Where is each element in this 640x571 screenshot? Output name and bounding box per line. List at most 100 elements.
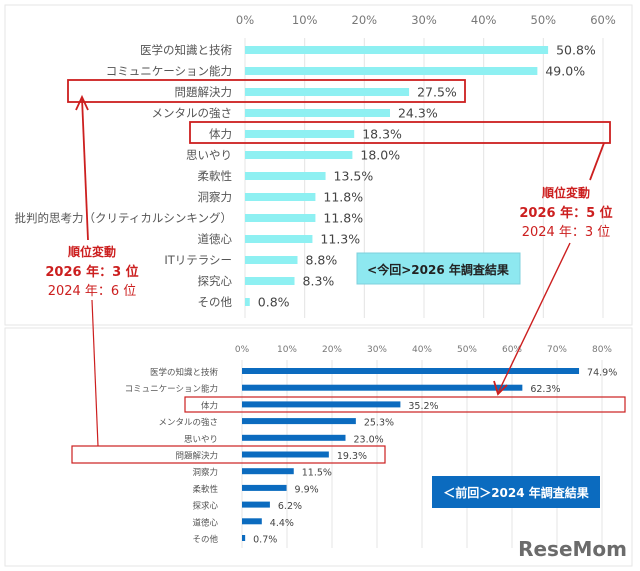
- category-label: 洞察力: [192, 467, 218, 478]
- annotation-right-line2: 2024 年：3 位: [522, 225, 611, 240]
- annotation-left: 順位変動 2026 年：3 位 2024 年：6 位: [45, 244, 138, 299]
- bar: [245, 277, 295, 285]
- data-label: 49.0%: [545, 64, 585, 79]
- arrow-right-lower: [497, 242, 571, 394]
- tick-label: 40%: [412, 345, 432, 355]
- tick-label: 10%: [277, 345, 297, 355]
- data-label: 35.2%: [408, 401, 438, 412]
- category-label: 医学の知識と技術: [140, 43, 232, 57]
- highlight-2026-problem-solving: [67, 79, 466, 103]
- legend-2026-box: [356, 252, 521, 285]
- category-label: 探究心: [198, 274, 233, 288]
- tick-label: 80%: [592, 345, 612, 355]
- bar: [242, 384, 523, 391]
- category-label: メンタルの強さ: [152, 106, 233, 120]
- category-label: 探求心: [192, 501, 218, 512]
- data-label: 4.4%: [270, 518, 294, 529]
- category-label: 問題解決力: [175, 451, 218, 462]
- data-label: 11.8%: [323, 190, 363, 205]
- data-label: 6.2%: [278, 501, 302, 512]
- highlight-2024-stamina: [184, 396, 626, 413]
- tick-label: 60%: [590, 13, 616, 27]
- data-label: 0.7%: [253, 535, 277, 546]
- tick-label: 50%: [457, 345, 477, 355]
- legend-2026: <今回>2026 年調査結果: [356, 252, 521, 285]
- bar: [245, 256, 298, 264]
- highlights: [67, 79, 626, 464]
- category-label: その他: [192, 534, 218, 545]
- category-label: 思いやり: [184, 435, 218, 445]
- annotation-left-line1: 2026 年：3 位: [45, 264, 138, 280]
- highlight-2024-problem-solving: [71, 445, 386, 464]
- category-label: 医学の知識と技術: [150, 367, 219, 378]
- category-label: コミュニケーション能力: [125, 384, 218, 395]
- bar: [242, 518, 262, 525]
- annotation-right: 順位変動 2026 年：5 位 2024 年：3 位: [519, 185, 612, 240]
- data-label: 50.8%: [556, 43, 596, 58]
- category-label: 体力: [201, 400, 218, 411]
- bar: [242, 535, 246, 541]
- chart-2024: 0% 10% 20% 30% 40% 50% 60% 70% 80% 医学の知識と技術 74.9% コ…: [125, 345, 617, 548]
- logo: ReseMom: [518, 537, 627, 561]
- tick-label: 40%: [471, 13, 497, 27]
- bar: [242, 401, 401, 408]
- arrow-left-upper: [81, 97, 89, 241]
- legend-2026-label: <今回>2026 年調査結果: [367, 262, 509, 277]
- bar: [245, 109, 390, 117]
- tick-label: 60%: [502, 345, 522, 355]
- tick-label: 0%: [235, 345, 250, 355]
- category-label: ITリテラシー: [164, 253, 232, 267]
- data-label: 24.3%: [398, 106, 438, 121]
- bar: [242, 451, 329, 458]
- data-label: 9.9%: [295, 484, 319, 495]
- data-label: 11.5%: [302, 468, 332, 479]
- category-label: 道徳心: [198, 232, 233, 246]
- legend-2024: ＜前回＞2024 年調査結果: [432, 476, 600, 508]
- data-label: 62.3%: [530, 384, 560, 395]
- bar: [245, 214, 316, 222]
- bar: [242, 368, 580, 374]
- bar: [242, 418, 356, 425]
- chart-2026: 0% 10% 20% 30% 40% 50% 60% 医学の知識と技術 50.8% コミュニケーシ…: [15, 13, 616, 318]
- data-label: 18.3%: [362, 127, 402, 142]
- annotation-left-line2: 2024 年：6 位: [48, 284, 137, 299]
- arrowhead-right: [493, 380, 508, 396]
- data-label: 25.3%: [364, 418, 394, 429]
- tick-label: 70%: [547, 345, 567, 355]
- data-label: 18.0%: [360, 148, 400, 163]
- tick-label: 20%: [322, 345, 342, 355]
- arrowhead-left: [75, 94, 89, 111]
- bar: [245, 235, 313, 243]
- bottom-panel: [4, 327, 633, 567]
- tick-label: 20%: [352, 13, 378, 27]
- tick-label: 30%: [411, 13, 437, 27]
- legend-2024-label: ＜前回＞2024 年調査結果: [443, 485, 589, 500]
- bar: [245, 46, 549, 54]
- legend-2024-box: [432, 476, 600, 508]
- bar: [245, 298, 250, 306]
- data-label: 11.8%: [323, 211, 363, 226]
- category-label: 柔軟性: [192, 484, 218, 495]
- category-label: 洞察力: [198, 190, 233, 204]
- annotation-right-title: 順位変動: [541, 185, 590, 200]
- data-label: 27.5%: [417, 85, 457, 100]
- data-label: 0.8%: [258, 295, 290, 310]
- category-label: 柔軟性: [198, 169, 233, 183]
- bar: [245, 151, 353, 159]
- top-panel: [4, 4, 633, 326]
- data-label: 23.0%: [354, 434, 384, 445]
- category-label: 体力: [209, 127, 232, 141]
- bar: [242, 501, 270, 508]
- tick-label: 10%: [292, 13, 318, 27]
- bar: [245, 172, 326, 180]
- bar: [242, 484, 287, 491]
- bar: [245, 88, 410, 96]
- arrow-left-lower: [91, 299, 99, 447]
- tick-label: 30%: [367, 345, 387, 355]
- data-label: 13.5%: [334, 169, 374, 184]
- data-label: 8.3%: [303, 274, 335, 289]
- highlight-2026-stamina: [189, 121, 611, 144]
- tick-label: 50%: [531, 13, 557, 27]
- arrow-right-upper: [589, 142, 605, 181]
